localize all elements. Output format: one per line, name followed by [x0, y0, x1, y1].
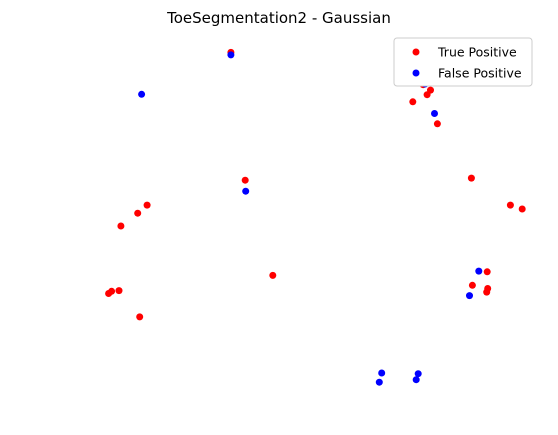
legend-label-true-positive: True Positive	[437, 45, 517, 60]
point-true-positive-15	[469, 282, 476, 289]
point-true-positive-4	[409, 98, 416, 105]
point-true-positive-7	[468, 175, 475, 182]
point-true-positive-11	[134, 210, 141, 217]
series-false-positive	[138, 51, 482, 385]
legend-label-false-positive: False Positive	[438, 66, 522, 81]
chart-title: ToeSegmentation2 - Gaussian	[166, 9, 391, 27]
point-false-positive-7	[378, 370, 385, 377]
point-true-positive-3	[424, 91, 431, 98]
point-true-positive-21	[136, 313, 143, 320]
point-false-positive-0	[227, 51, 234, 58]
series-true-positive	[105, 49, 526, 321]
point-false-positive-6	[466, 292, 473, 299]
point-false-positive-8	[376, 379, 383, 386]
point-false-positive-4	[242, 188, 249, 195]
point-true-positive-10	[144, 202, 151, 209]
point-true-positive-13	[269, 272, 276, 279]
point-false-positive-10	[413, 376, 420, 383]
point-true-positive-5	[434, 120, 441, 127]
legend-marker-false-positive	[413, 70, 420, 77]
point-false-positive-9	[415, 370, 422, 377]
legend: True Positive False Positive	[394, 38, 532, 86]
point-true-positive-8	[507, 202, 514, 209]
legend-marker-true-positive	[413, 49, 420, 56]
point-true-positive-12	[117, 223, 124, 230]
point-true-positive-9	[519, 206, 526, 213]
point-false-positive-3	[431, 110, 438, 117]
point-false-positive-5	[475, 268, 482, 275]
point-true-positive-14	[484, 268, 491, 275]
point-true-positive-6	[242, 177, 249, 184]
plot-area	[105, 49, 526, 386]
point-true-positive-19	[116, 287, 123, 294]
point-true-positive-17	[483, 289, 490, 296]
point-true-positive-20	[105, 290, 112, 297]
point-false-positive-1	[138, 91, 145, 98]
